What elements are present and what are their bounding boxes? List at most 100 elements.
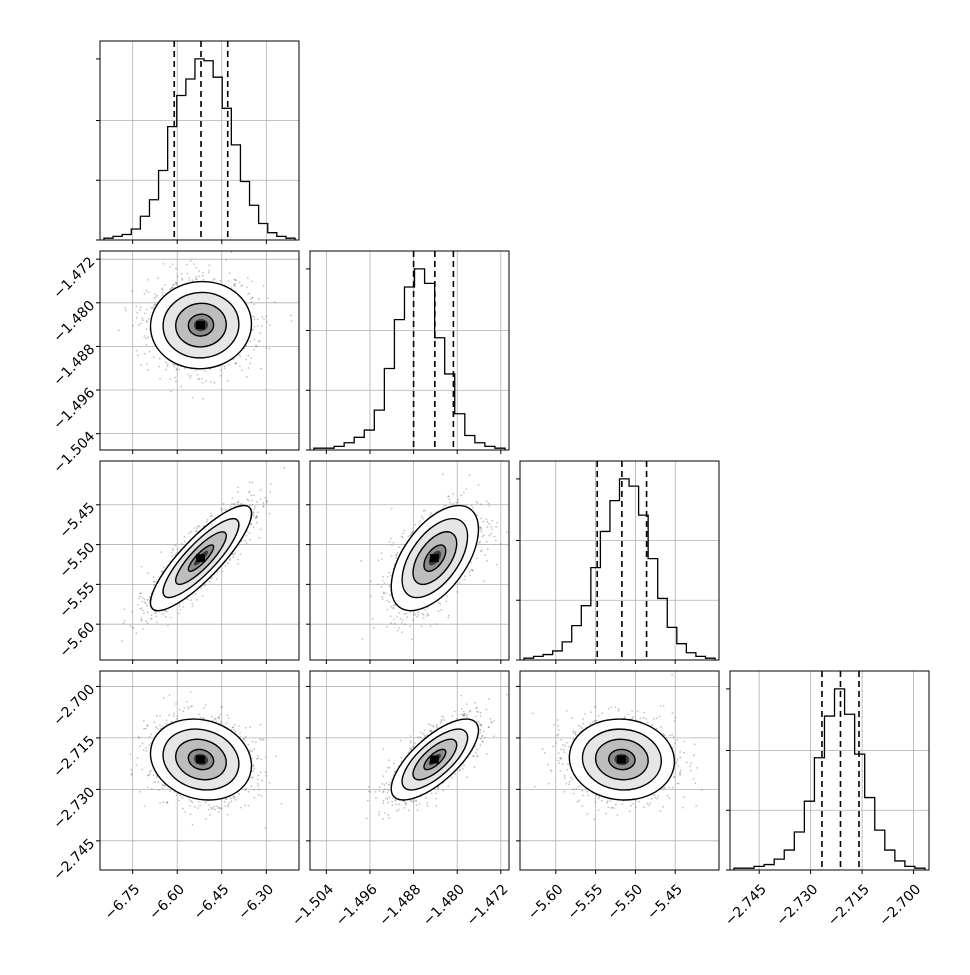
- sample-point: [253, 748, 256, 750]
- sample-point: [131, 324, 134, 327]
- sample-point: [215, 578, 218, 580]
- scatter-panel-3-1: −5.60−5.55−5.50−5.45: [57, 460, 300, 664]
- sample-point: [204, 704, 207, 707]
- sample-point: [183, 535, 186, 538]
- sample-point: [662, 705, 665, 707]
- contour-line: [423, 748, 447, 771]
- sample-point: [564, 745, 566, 747]
- sample-point: [261, 739, 263, 741]
- sample-point: [386, 599, 388, 602]
- sample-point: [231, 497, 234, 500]
- sample-point: [140, 364, 142, 367]
- sample-point: [426, 802, 429, 804]
- sample-point: [597, 714, 600, 717]
- panel-frame: [519, 460, 720, 661]
- sample-point: [393, 762, 395, 765]
- sample-point: [171, 554, 174, 557]
- sample-point: [568, 745, 570, 748]
- sample-point: [460, 713, 463, 716]
- sample-point: [235, 279, 238, 282]
- y-tick-label: −1.472: [50, 254, 98, 302]
- sample-point: [214, 717, 217, 720]
- sample-point: [383, 582, 386, 584]
- sample-point: [477, 484, 480, 486]
- sample-point: [481, 735, 483, 738]
- sample-point: [462, 491, 465, 494]
- sample-point: [181, 797, 183, 800]
- sample-point: [671, 673, 673, 676]
- sample-point: [157, 277, 159, 280]
- sample-point: [143, 719, 145, 722]
- sample-point: [657, 795, 660, 797]
- density-layer: [360, 473, 508, 641]
- sample-point: [124, 307, 126, 309]
- sample-point: [162, 784, 164, 787]
- sample-point: [695, 805, 698, 807]
- sample-point: [389, 615, 392, 618]
- sample-point: [429, 730, 432, 732]
- sample-point: [412, 745, 415, 748]
- sample-point: [190, 800, 193, 802]
- sample-point: [238, 793, 241, 796]
- sample-point: [572, 792, 575, 795]
- sample-point: [654, 796, 657, 799]
- sample-point: [159, 724, 161, 727]
- sample-point: [589, 723, 592, 725]
- sample-point: [259, 498, 262, 500]
- sample-point: [480, 517, 482, 520]
- sample-point: [415, 800, 418, 803]
- sample-point: [476, 710, 478, 713]
- sample-point: [409, 625, 412, 628]
- sample-point: [141, 768, 144, 771]
- sample-point: [141, 597, 144, 599]
- sample-point: [195, 275, 197, 278]
- sample-point: [231, 726, 234, 729]
- sample-point: [594, 705, 596, 708]
- sample-point: [658, 715, 661, 718]
- sample-point: [391, 804, 394, 807]
- sample-point: [440, 608, 443, 611]
- sample-point: [238, 281, 241, 284]
- sample-point: [220, 720, 222, 723]
- sample-point: [249, 750, 252, 753]
- sample-point: [237, 500, 240, 503]
- sample-point: [598, 796, 601, 798]
- sample-point: [434, 792, 437, 795]
- sample-point: [435, 797, 438, 800]
- sample-point: [253, 796, 256, 799]
- sample-point: [600, 799, 603, 802]
- sample-point: [253, 788, 256, 791]
- sample-point: [581, 789, 584, 792]
- sample-point: [422, 613, 425, 616]
- sample-point: [383, 788, 386, 790]
- sample-point: [169, 790, 171, 792]
- sample-point: [402, 800, 405, 803]
- sample-point: [676, 739, 679, 741]
- sample-point: [407, 809, 410, 812]
- sample-point: [247, 743, 250, 746]
- sample-point: [290, 314, 292, 317]
- sample-point: [191, 605, 194, 608]
- sample-point: [140, 616, 143, 619]
- sample-point: [169, 265, 171, 268]
- sample-point: [642, 716, 645, 719]
- sample-point: [157, 789, 160, 791]
- sample-point: [405, 612, 407, 615]
- sample-point: [412, 619, 414, 621]
- sample-point: [405, 802, 407, 804]
- sample-point: [452, 493, 455, 495]
- sample-point: [149, 773, 151, 775]
- sample-point: [202, 278, 205, 281]
- sample-point: [591, 721, 594, 723]
- sample-point: [189, 813, 192, 816]
- x-tick-label: −2.745: [722, 881, 770, 929]
- x-tick-label: −1.480: [420, 881, 468, 929]
- sample-point: [677, 765, 680, 767]
- sample-point: [550, 770, 553, 773]
- sample-point: [145, 289, 148, 292]
- sample-point: [230, 800, 233, 803]
- sample-point: [690, 762, 692, 764]
- sample-point: [426, 612, 429, 615]
- sample-point: [692, 754, 695, 757]
